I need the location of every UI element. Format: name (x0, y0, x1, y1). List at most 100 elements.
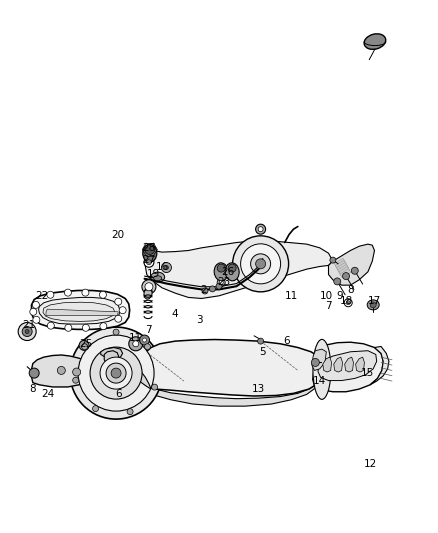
Text: 17: 17 (368, 296, 381, 306)
Circle shape (311, 358, 319, 367)
Text: 12: 12 (364, 459, 377, 469)
Circle shape (119, 306, 126, 314)
Circle shape (33, 316, 40, 324)
Text: 9: 9 (336, 291, 343, 301)
Circle shape (32, 301, 39, 309)
Circle shape (57, 366, 65, 375)
Text: 10: 10 (320, 291, 333, 301)
Circle shape (129, 337, 143, 351)
Polygon shape (334, 258, 345, 267)
Polygon shape (104, 351, 119, 366)
Polygon shape (147, 384, 318, 406)
Polygon shape (334, 357, 343, 372)
Circle shape (100, 322, 107, 330)
Circle shape (47, 291, 54, 298)
Circle shape (256, 224, 265, 234)
Circle shape (25, 329, 29, 334)
Polygon shape (136, 368, 151, 389)
Circle shape (219, 280, 223, 285)
Polygon shape (313, 342, 383, 392)
Text: 24: 24 (42, 390, 55, 399)
Text: 16: 16 (155, 262, 169, 271)
Circle shape (370, 302, 376, 308)
Polygon shape (145, 241, 333, 298)
Circle shape (47, 322, 54, 329)
Ellipse shape (313, 340, 331, 399)
Text: 27: 27 (142, 255, 155, 265)
Text: 18: 18 (339, 296, 353, 306)
Circle shape (100, 357, 132, 389)
Polygon shape (323, 357, 332, 372)
Polygon shape (43, 302, 115, 321)
Circle shape (18, 322, 36, 341)
Circle shape (140, 335, 149, 345)
Circle shape (113, 329, 119, 335)
Text: 2: 2 (200, 286, 207, 295)
Text: 23: 23 (217, 278, 230, 287)
Ellipse shape (144, 287, 152, 299)
Polygon shape (46, 309, 118, 316)
Circle shape (216, 283, 222, 289)
Circle shape (209, 286, 215, 292)
Circle shape (256, 259, 265, 269)
Circle shape (217, 264, 225, 272)
Circle shape (145, 344, 151, 350)
Circle shape (330, 257, 336, 263)
Text: 20: 20 (112, 230, 125, 239)
Text: 21: 21 (22, 320, 35, 330)
Circle shape (152, 384, 158, 390)
Circle shape (146, 260, 152, 265)
Text: 8: 8 (347, 286, 354, 295)
Text: 28: 28 (142, 243, 155, 253)
Circle shape (73, 377, 79, 383)
Circle shape (115, 315, 122, 322)
Text: 3: 3 (196, 315, 203, 325)
Text: 15: 15 (361, 368, 374, 378)
Circle shape (142, 338, 147, 342)
Ellipse shape (225, 263, 239, 281)
Text: 6: 6 (115, 390, 122, 399)
Text: 4: 4 (172, 310, 179, 319)
Polygon shape (336, 262, 347, 271)
Polygon shape (312, 349, 326, 370)
Text: 8: 8 (29, 384, 36, 394)
Circle shape (73, 368, 81, 376)
Circle shape (145, 245, 155, 254)
Ellipse shape (364, 34, 386, 50)
Text: 14: 14 (313, 376, 326, 386)
Polygon shape (340, 269, 351, 278)
Circle shape (217, 278, 225, 287)
Circle shape (64, 289, 71, 296)
Text: 13: 13 (252, 384, 265, 394)
Text: 25: 25 (79, 339, 92, 349)
Text: 26: 26 (221, 267, 234, 277)
Circle shape (251, 254, 271, 274)
Polygon shape (339, 266, 350, 276)
Circle shape (81, 344, 88, 350)
Circle shape (144, 257, 154, 267)
Polygon shape (39, 297, 120, 324)
Circle shape (142, 280, 156, 294)
Text: 5: 5 (259, 347, 266, 357)
Circle shape (258, 227, 263, 232)
Circle shape (133, 341, 139, 347)
Circle shape (78, 335, 154, 411)
Text: 11: 11 (285, 291, 298, 301)
Circle shape (79, 341, 89, 350)
Ellipse shape (367, 300, 379, 310)
Circle shape (65, 324, 72, 332)
Polygon shape (356, 357, 364, 372)
Circle shape (92, 406, 99, 411)
Circle shape (202, 288, 208, 294)
Ellipse shape (154, 276, 162, 281)
Text: 7: 7 (145, 326, 152, 335)
Polygon shape (136, 340, 325, 396)
Circle shape (90, 347, 142, 399)
Circle shape (30, 308, 37, 316)
Circle shape (111, 368, 121, 378)
Polygon shape (318, 351, 377, 381)
Circle shape (115, 298, 122, 305)
Circle shape (344, 298, 352, 307)
Text: 7: 7 (325, 302, 332, 311)
Polygon shape (328, 244, 374, 285)
